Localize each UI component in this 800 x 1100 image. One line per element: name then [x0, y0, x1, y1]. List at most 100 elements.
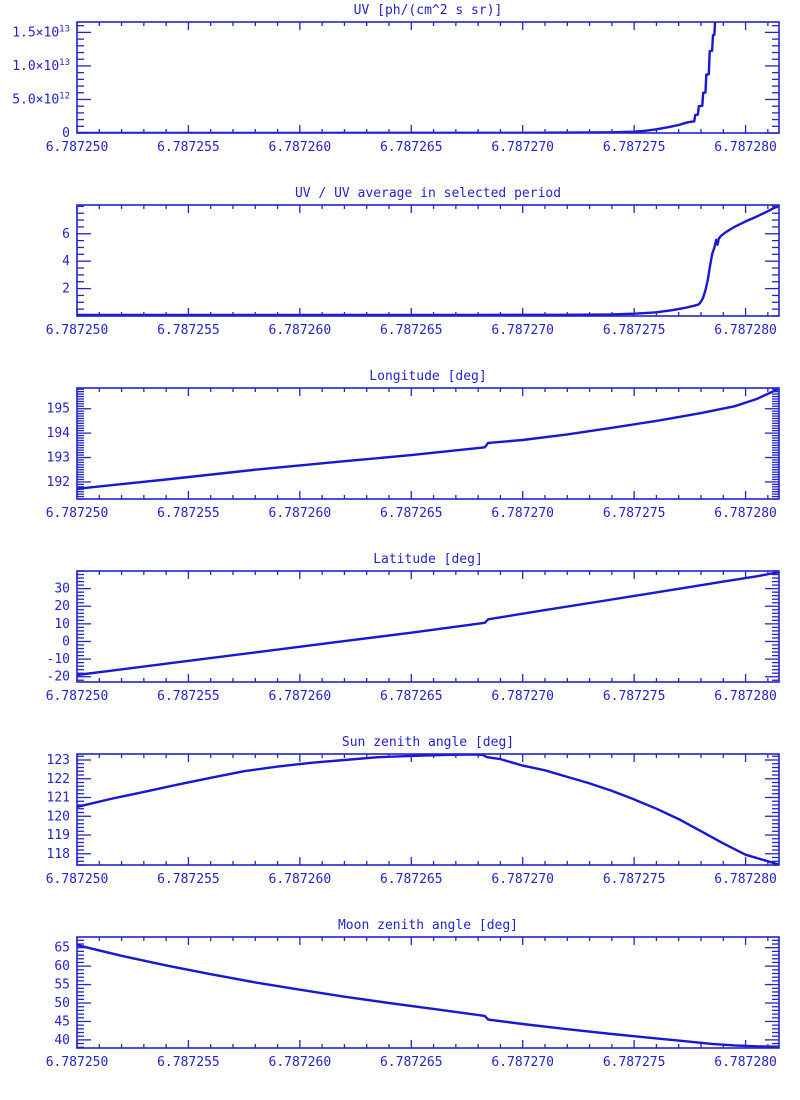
uv-chart: UV [ph/(cm^2 s sr)] 6.787250 6.787255 6.787…	[12, 3, 780, 155]
x-tick-label: 6.787275	[603, 140, 666, 155]
y-tick-label: 0	[62, 634, 70, 649]
y-tick-label: 10	[54, 617, 70, 632]
moon-zenith-chart: Moon zenith angle [deg] 6.787250 6.787255 6…	[46, 918, 780, 1070]
series-line	[77, 571, 779, 677]
x-tick-label: 6.787265	[380, 689, 443, 704]
sun-zenith-chart: Sun zenith angle [deg] 6.787250 6.787255 6.…	[46, 735, 780, 887]
x-tick-label: 6.787265	[380, 140, 443, 155]
x-tick-label: 6.787280	[714, 323, 777, 338]
x-tick-label: 6.787260	[269, 506, 332, 521]
axis-box	[76, 387, 780, 500]
x-tick-label: 6.787270	[491, 872, 554, 887]
x-tick-label: 6.787255	[157, 872, 220, 887]
y-tick-label: 194	[47, 426, 71, 441]
x-tick-label: 6.787255	[157, 323, 220, 338]
chart-title: Moon zenith angle [deg]	[338, 918, 518, 933]
y-tick-label: 1.0×1013	[12, 58, 70, 74]
chart-panel-uv: UV [ph/(cm^2 s sr)] 6.787250 6.787255 6.787…	[0, 0, 800, 183]
y-tick-label: 120	[47, 809, 70, 824]
x-tick-label: 6.787270	[491, 140, 554, 155]
series-line	[77, 943, 779, 1048]
x-tick-label: 6.787255	[157, 689, 220, 704]
y-tick-label: 30	[54, 582, 70, 597]
x-tick-label: 6.787265	[380, 1055, 443, 1070]
chart-panel-longitude: Longitude [deg] 6.787250 6.787255 6.787260 6…	[0, 366, 800, 549]
y-tick-label: 45	[54, 1014, 70, 1029]
series-line	[77, 388, 779, 491]
series-line	[77, 754, 779, 865]
x-tick-label: 6.787255	[157, 506, 220, 521]
y-tick-label: 123	[47, 753, 70, 768]
x-tick-label: 6.787270	[491, 506, 554, 521]
chart-title: Sun zenith angle [deg]	[342, 735, 514, 750]
chart-title: UV [ph/(cm^2 s sr)]	[354, 3, 503, 18]
y-tick-label: -20	[47, 670, 70, 685]
x-tick-label: 6.787260	[269, 1055, 332, 1070]
y-tick-label: 2	[62, 282, 70, 297]
x-tick-label: 6.787250	[46, 872, 109, 887]
x-tick-label: 6.787260	[269, 323, 332, 338]
y-tick-label: 119	[47, 828, 70, 843]
x-tick-label: 6.787265	[380, 323, 443, 338]
axis-box	[76, 204, 780, 317]
x-tick-label: 6.787270	[491, 1055, 554, 1070]
x-tick-label: 6.787280	[714, 872, 777, 887]
x-tick-label: 6.787250	[46, 323, 109, 338]
latitude-chart: Latitude [deg] 6.787250 6.787255 6.787260 6.…	[46, 552, 780, 704]
y-tick-label: 118	[47, 847, 70, 862]
chart-title: Longitude [deg]	[369, 369, 486, 384]
x-tick-label: 6.787280	[714, 506, 777, 521]
x-tick-label: 6.787260	[269, 872, 332, 887]
x-tick-label: 6.787260	[269, 140, 332, 155]
x-tick-label: 6.787255	[157, 1055, 220, 1070]
y-tick-label: 55	[54, 978, 70, 993]
x-tick-label: 6.787280	[714, 689, 777, 704]
x-tick-label: 6.787265	[380, 872, 443, 887]
x-tick-label: 6.787270	[491, 323, 554, 338]
y-tick-label: 5.0×1012	[12, 91, 70, 107]
axis-box	[76, 936, 780, 1049]
y-tick-label: 60	[54, 959, 70, 974]
x-tick-label: 6.787275	[603, 506, 666, 521]
x-tick-label: 6.787250	[46, 140, 109, 155]
chart-panel-uv-ratio: UV / UV average in selected period 6.7872…	[0, 183, 800, 366]
y-tick-label: 4	[62, 254, 70, 269]
x-tick-label: 6.787250	[46, 506, 109, 521]
chart-title: Latitude [deg]	[373, 552, 483, 567]
y-tick-label: 192	[47, 475, 70, 490]
y-tick-label: 193	[47, 451, 70, 466]
x-tick-label: 6.787280	[714, 140, 777, 155]
longitude-chart: Longitude [deg] 6.787250 6.787255 6.787260 6…	[46, 369, 780, 521]
chart-panel-moon-zenith: Moon zenith angle [deg] 6.787250 6.787255 6…	[0, 915, 800, 1098]
y-tick-label: 50	[54, 996, 70, 1011]
y-tick-label: 40	[54, 1033, 70, 1048]
axis-box	[76, 753, 780, 866]
y-tick-label: 65	[54, 941, 70, 956]
x-tick-label: 6.787275	[603, 872, 666, 887]
x-tick-label: 6.787275	[603, 1055, 666, 1070]
x-tick-label: 6.787275	[603, 323, 666, 338]
x-tick-label: 6.787250	[46, 1055, 109, 1070]
y-tick-label: 1.5×1013	[12, 24, 70, 40]
y-tick-label: 122	[47, 772, 70, 787]
uv-ratio-chart: UV / UV average in selected period 6.7872…	[46, 186, 780, 338]
x-tick-label: 6.787280	[714, 1055, 777, 1070]
y-tick-label: 20	[54, 599, 70, 614]
y-tick-label: -10	[47, 652, 70, 667]
axis-box	[76, 570, 780, 683]
x-tick-label: 6.787250	[46, 689, 109, 704]
y-tick-label: 0	[62, 126, 70, 141]
x-tick-label: 6.787265	[380, 506, 443, 521]
series-line	[77, 22, 717, 133]
axis-box	[76, 21, 780, 134]
y-tick-label: 121	[47, 791, 70, 806]
x-tick-label: 6.787255	[157, 140, 220, 155]
x-tick-label: 6.787275	[603, 689, 666, 704]
x-tick-label: 6.787260	[269, 689, 332, 704]
y-tick-label: 195	[47, 402, 70, 417]
series-line	[77, 205, 779, 316]
y-tick-label: 6	[62, 227, 70, 242]
x-tick-label: 6.787270	[491, 689, 554, 704]
chart-title: UV / UV average in selected period	[295, 186, 561, 201]
